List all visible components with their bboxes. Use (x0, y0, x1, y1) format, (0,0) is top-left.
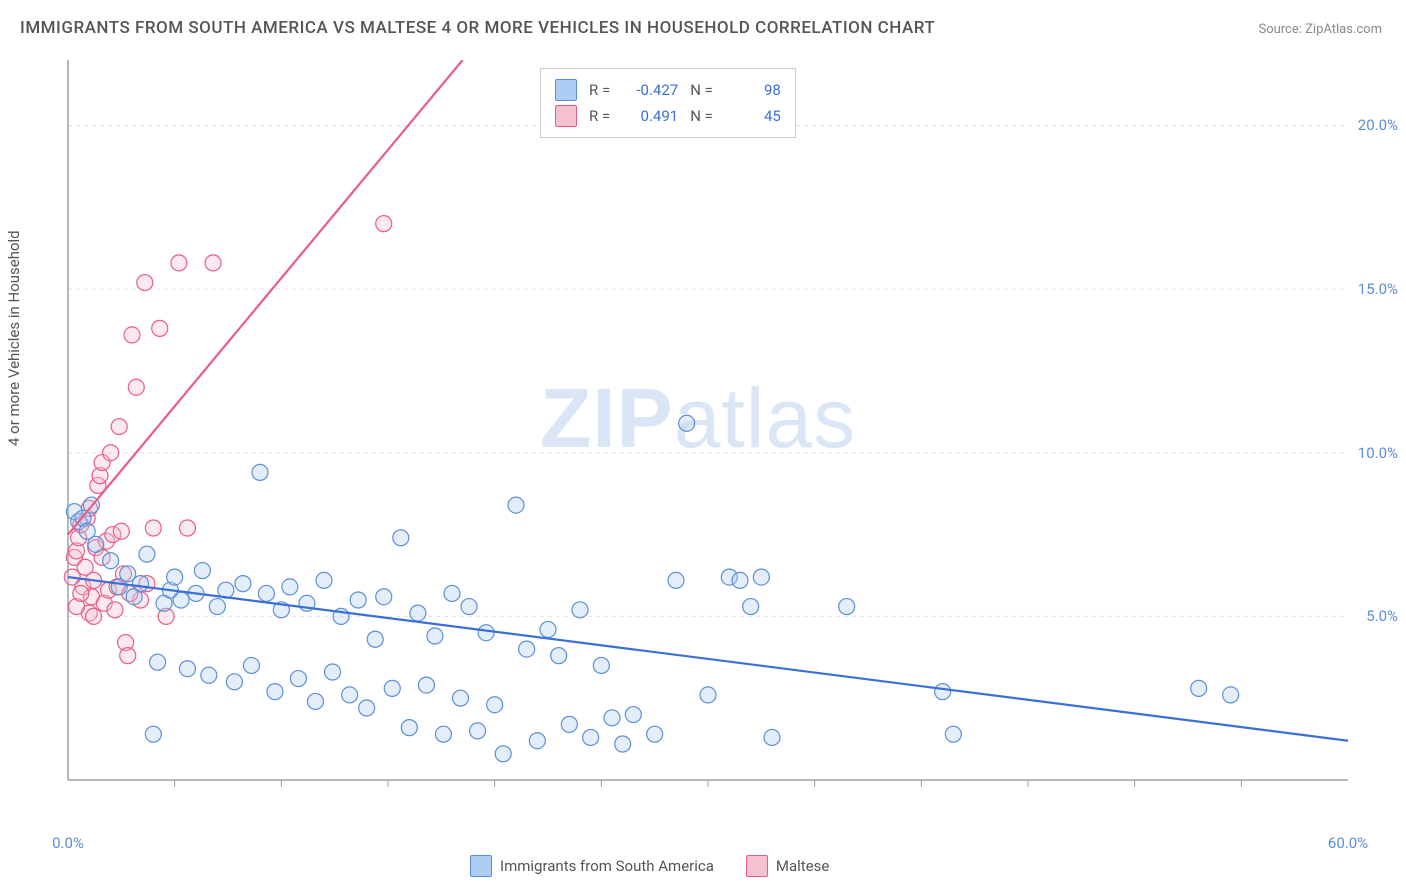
correlation-legend: R = -0.427 N = 98 R = 0.491 N = 45 (540, 68, 796, 138)
legend-row-series-1: R = 0.491 N = 45 (555, 103, 781, 129)
legend-r-label: R = (589, 107, 610, 125)
y-tick-label: 15.0% (1358, 280, 1398, 298)
legend-n-label: N = (690, 107, 713, 125)
legend-swatch-0 (470, 855, 492, 877)
legend-n-value-1: 45 (725, 107, 781, 125)
source-attribution: Source: ZipAtlas.com (1258, 22, 1382, 37)
legend-label-0: Immigrants from South America (500, 857, 714, 875)
chart-area (58, 60, 1378, 820)
legend-swatch-1 (746, 855, 768, 877)
legend-swatch-series-0 (555, 79, 577, 101)
scatter-chart (58, 60, 1378, 820)
legend-swatch-series-1 (555, 105, 577, 127)
chart-title: IMMIGRANTS FROM SOUTH AMERICA VS MALTESE… (20, 18, 935, 38)
legend-n-label: N = (690, 81, 713, 99)
y-tick-label: 5.0% (1366, 607, 1398, 625)
legend-n-value-0: 98 (725, 81, 781, 99)
y-axis-label: 4 or more Vehicles in Household (5, 230, 23, 446)
source-link[interactable]: ZipAtlas.com (1305, 22, 1382, 37)
x-tick-label: 60.0% (1328, 834, 1368, 852)
legend-label-1: Maltese (776, 857, 829, 875)
x-tick-label: 0.0% (52, 834, 84, 852)
legend-item-1: Maltese (746, 855, 829, 877)
legend-row-series-0: R = -0.427 N = 98 (555, 77, 781, 103)
series-legend: Immigrants from South America Maltese (470, 855, 829, 877)
legend-r-value-0: -0.427 (622, 81, 678, 99)
source-prefix: Source: (1258, 22, 1305, 37)
y-tick-label: 10.0% (1358, 444, 1398, 462)
y-tick-label: 20.0% (1358, 116, 1398, 134)
legend-item-0: Immigrants from South America (470, 855, 714, 877)
legend-r-label: R = (589, 81, 610, 99)
legend-r-value-1: 0.491 (622, 107, 678, 125)
